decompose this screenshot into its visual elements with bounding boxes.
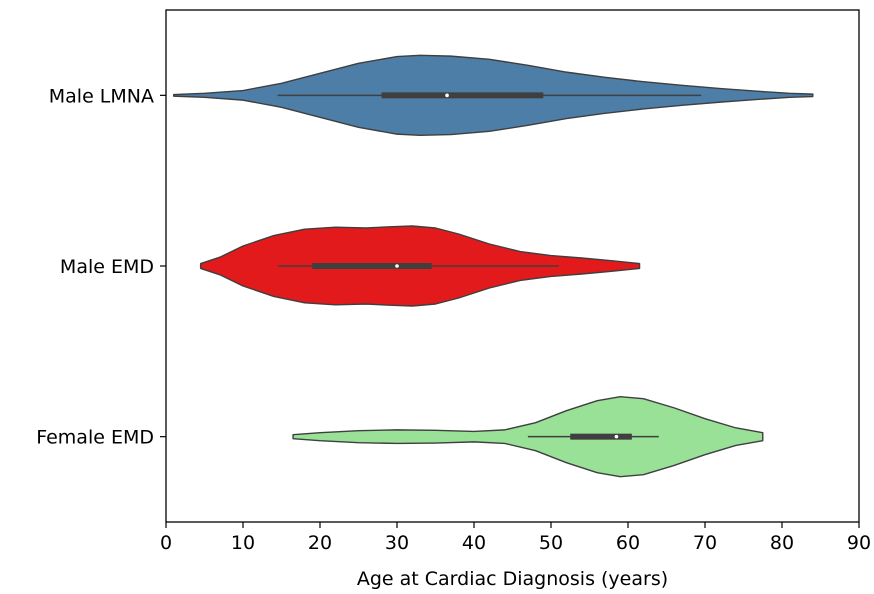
y-tick-label: Female EMD [36, 427, 154, 449]
violin-male-lmna [173, 54, 814, 137]
x-tick-label: 20 [308, 532, 332, 554]
y-axis-ticks: Male LMNA Male EMD Female EMD [36, 85, 166, 449]
x-tick-label: 70 [693, 532, 717, 554]
iqr-box-male-lmna [381, 92, 544, 99]
x-tick-label: 0 [160, 532, 172, 554]
y-tick-label: Male EMD [60, 256, 154, 278]
x-tick-label: 80 [770, 532, 794, 554]
x-tick-label: 90 [847, 532, 871, 554]
x-tick-label: 30 [385, 532, 409, 554]
median-dot-female-emd [614, 434, 619, 439]
iqr-box-male-emd [312, 263, 432, 269]
x-axis-ticks: 0 10 20 30 40 50 60 70 80 90 [160, 522, 871, 554]
violin-male-emd [199, 225, 641, 307]
median-dot-male-emd [395, 264, 399, 268]
x-tick-label: 60 [616, 532, 640, 554]
x-axis-label: Age at Cardiac Diagnosis (years) [357, 568, 668, 590]
x-tick-label: 40 [462, 532, 486, 554]
violin-female-emd [292, 395, 764, 478]
violins-layer [173, 54, 814, 478]
median-dot-male-lmna [445, 93, 449, 98]
y-tick-label: Male LMNA [49, 85, 154, 107]
x-tick-label: 50 [539, 532, 563, 554]
x-tick-label: 10 [231, 532, 255, 554]
iqr-box-female-emd [570, 433, 632, 440]
